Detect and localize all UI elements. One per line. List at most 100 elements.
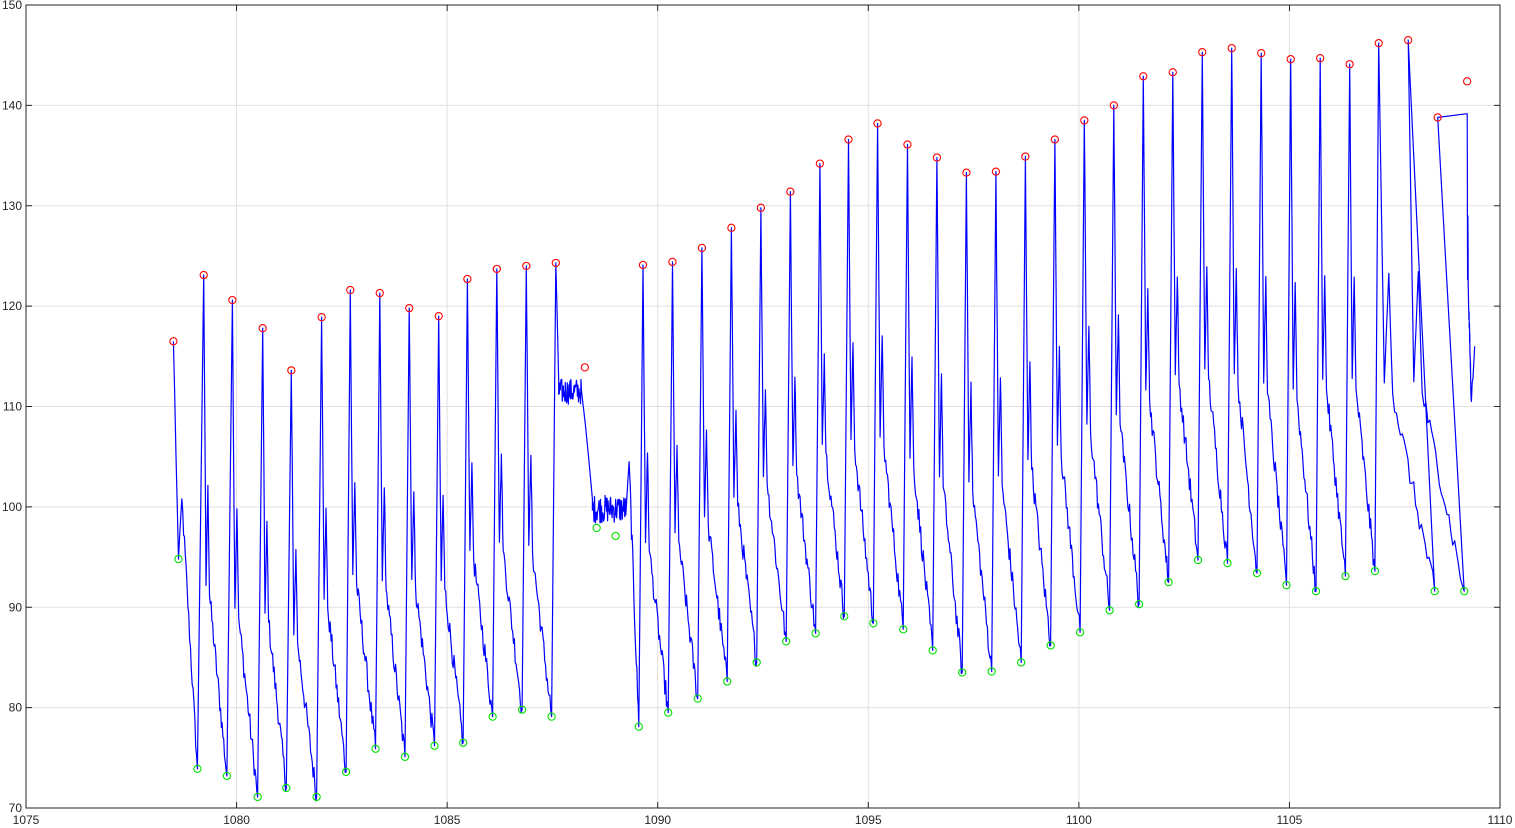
trough-marker: [488, 712, 497, 721]
trough-marker: [1430, 587, 1439, 596]
trough-marker: [752, 658, 761, 667]
peak-marker: [551, 258, 560, 268]
peak-marker: [1139, 72, 1148, 81]
peak-marker: [786, 187, 795, 196]
trough-marker: [1223, 558, 1232, 568]
y-tick-label: 140: [2, 98, 22, 112]
trough-marker: [253, 792, 262, 802]
trough-marker: [312, 792, 321, 802]
y-tick-label: 110: [3, 400, 22, 414]
trough-marker: [371, 744, 380, 753]
x-tick-label: 1110: [1488, 813, 1513, 827]
peak-marker: [1109, 101, 1118, 110]
peak-marker: [727, 223, 736, 232]
y-tick-label: 150: [2, 0, 22, 12]
trough-marker: [1460, 587, 1469, 596]
peak-marker: [873, 119, 882, 128]
trough-marker: [282, 783, 291, 793]
x-tick-label: 1100: [1066, 813, 1092, 827]
x-tick-label: 1105: [1277, 813, 1303, 827]
peak-marker: [346, 285, 355, 295]
peak-marker: [1345, 60, 1354, 69]
trough-marker: [928, 646, 937, 655]
peak-marker: [1433, 113, 1442, 122]
trough-marker: [547, 712, 556, 721]
peak-marker: [844, 135, 853, 144]
peak-marker: [405, 303, 414, 313]
peak-marker: [1316, 54, 1325, 63]
y-axis-tick-labels: 70 80 90 100 110 120 130 140 150: [2, 0, 22, 815]
x-tick-label: 1085: [434, 813, 461, 827]
trough-marker: [1311, 587, 1321, 596]
peak-marker: [1198, 48, 1207, 57]
trough-marker: [174, 554, 183, 564]
y-tick-label: 70: [9, 801, 23, 815]
peak-marker: [1227, 44, 1236, 53]
trough-marker: [958, 668, 967, 677]
peak-marker: [932, 153, 942, 162]
peak-marker: [1257, 49, 1266, 58]
peak-marker: [638, 260, 648, 270]
peak-marker: [668, 257, 677, 267]
peak-marker: [228, 295, 237, 305]
peak-marker: [903, 140, 912, 149]
peak-marker: [991, 167, 1001, 176]
peak-marker: [434, 312, 443, 321]
peak-marker: [258, 324, 267, 333]
x-tick-label: 1095: [855, 813, 882, 827]
trough-marker: [693, 694, 702, 703]
peak-marker: [199, 270, 208, 280]
peak-marker: [287, 366, 296, 375]
trough-marker: [1105, 606, 1114, 615]
trough-marker: [1017, 658, 1026, 667]
trough-marker: [840, 612, 849, 621]
x-tick-label: 1090: [644, 813, 671, 827]
peak-marker: [522, 261, 531, 271]
trough-marker: [517, 705, 527, 714]
peak-marker: [169, 337, 178, 346]
trough-marker: [869, 619, 878, 628]
trough-marker: [222, 771, 232, 781]
peak-marker: [1050, 135, 1060, 144]
y-tick-label: 90: [9, 600, 23, 614]
trough-marker: [1370, 566, 1380, 576]
peak-marker: [463, 274, 472, 284]
y-tick-label: 120: [2, 299, 22, 313]
peak-marker: [1080, 116, 1089, 125]
trough-markers: [174, 523, 1469, 802]
peak-marker: [1404, 35, 1413, 45]
x-tick-label: 1075: [13, 813, 40, 827]
x-axis-tick-labels: 1075 1080 1085 1090 1095 1100 1105 1110: [13, 813, 1513, 827]
peak-marker: [815, 159, 825, 168]
trough-marker: [430, 741, 439, 750]
trough-marker: [592, 523, 601, 533]
trough-marker: [634, 722, 643, 731]
signal-line: [172, 39, 1476, 802]
peak-marker: [962, 168, 971, 177]
trough-marker: [1075, 628, 1085, 637]
peak-marker: [580, 363, 590, 372]
peak-marker: [492, 264, 501, 274]
trough-marker: [1134, 600, 1144, 609]
axis-ticks: [25, 4, 1501, 809]
trough-marker: [987, 667, 996, 676]
peak-markers: [169, 35, 1472, 375]
trough-marker: [1193, 555, 1203, 565]
trough-marker: [782, 637, 791, 646]
peak-marker: [1286, 55, 1295, 64]
trough-marker: [1341, 571, 1350, 581]
trough-marker: [400, 752, 410, 761]
x-tick-label: 1080: [223, 813, 250, 827]
trough-marker: [899, 625, 908, 634]
y-tick-label: 100: [2, 500, 22, 514]
y-tick-label: 130: [2, 199, 22, 213]
peak-marker: [756, 203, 766, 212]
peak-marker: [317, 313, 326, 322]
trough-marker: [664, 708, 673, 717]
trough-marker: [193, 764, 202, 774]
trough-marker: [1046, 641, 1055, 650]
trough-marker: [1282, 581, 1291, 590]
peak-marker: [1463, 77, 1472, 86]
